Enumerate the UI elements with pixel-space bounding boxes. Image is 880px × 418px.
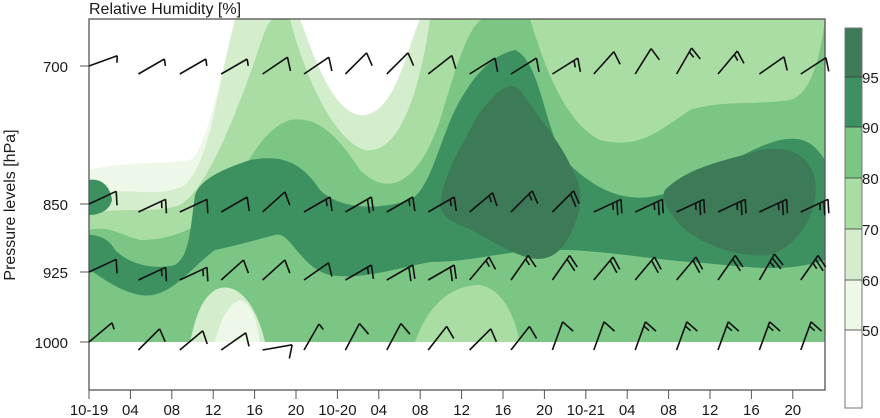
x-tick-label: 16 — [246, 402, 263, 418]
colorbar-tick-label: 80 — [862, 171, 879, 188]
colorbar-tick-label: 70 — [862, 222, 879, 239]
x-tick-label: 08 — [660, 402, 677, 418]
y-axis-label: Pressure levels [hPa] — [2, 129, 19, 280]
colorbar-tick-label: 90 — [862, 120, 879, 137]
wind-barbs — [88, 47, 830, 359]
x-tick-label: 04 — [619, 402, 636, 418]
x-tick-label: 04 — [122, 402, 139, 418]
contour-fill — [89, 19, 825, 342]
x-axis: 10-19 04 08 12 16 20 10-20 04 08 12 16 20 10-21 04 08 1… — [70, 390, 801, 418]
x-tick-label: 16 — [495, 402, 512, 418]
y-tick-label: 700 — [43, 59, 68, 76]
x-tick-label: 08 — [412, 402, 429, 418]
x-tick-label: 10-21 — [567, 402, 605, 418]
x-tick-label: 10-19 — [70, 402, 108, 418]
x-tick-label: 08 — [163, 402, 180, 418]
x-tick-label: 20 — [784, 402, 801, 418]
colorbar-tick-label: 50 — [862, 323, 879, 340]
y-tick-label: 850 — [43, 197, 68, 214]
x-tick-label: 16 — [743, 402, 760, 418]
x-tick-label: 12 — [702, 402, 719, 418]
x-tick-label: 04 — [370, 402, 387, 418]
x-tick-label: 10-20 — [318, 402, 356, 418]
x-tick-label: 20 — [288, 402, 305, 418]
colorbar: 95 90 80 70 60 50 — [844, 27, 879, 409]
x-tick-label: 12 — [205, 402, 222, 418]
colorbar-tick-label: 60 — [862, 273, 879, 290]
y-tick-label: 925 — [43, 265, 68, 282]
chart-title: Relative Humidity [%] — [89, 1, 241, 18]
colorbar-tick-label: 95 — [862, 70, 879, 87]
y-tick-label: 1000 — [35, 335, 68, 352]
x-tick-label: 12 — [453, 402, 470, 418]
y-axis: 700 850 925 1000 Pressure levels [hPa] — [2, 59, 89, 352]
x-tick-label: 20 — [536, 402, 553, 418]
